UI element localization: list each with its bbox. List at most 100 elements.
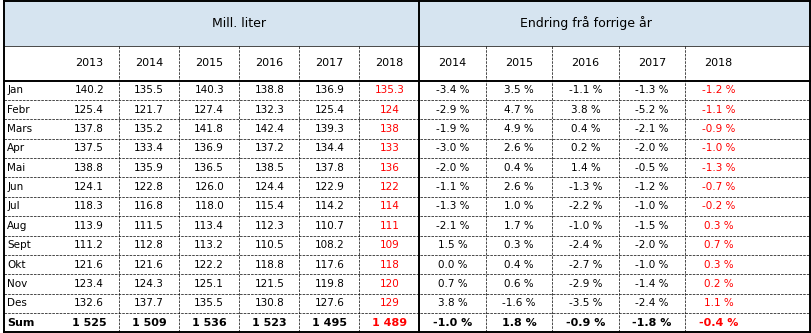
Text: 122.9: 122.9	[315, 182, 344, 192]
Text: -1.8 %: -1.8 %	[633, 318, 672, 328]
Text: 137.5: 137.5	[75, 144, 104, 154]
Text: 2015: 2015	[195, 58, 223, 68]
Text: 125.1: 125.1	[195, 279, 224, 289]
Text: -2.9 %: -2.9 %	[436, 105, 470, 115]
Text: 0.4 %: 0.4 %	[571, 124, 600, 134]
Text: Okt: Okt	[7, 259, 26, 269]
Text: 135.5: 135.5	[135, 85, 164, 95]
Text: 2.6 %: 2.6 %	[504, 144, 534, 154]
Text: 135.2: 135.2	[135, 124, 164, 134]
Text: 137.7: 137.7	[135, 298, 164, 308]
Text: -1.2 %: -1.2 %	[702, 85, 736, 95]
Text: 127.6: 127.6	[315, 298, 344, 308]
Text: 136.5: 136.5	[195, 163, 224, 173]
Text: 138.8: 138.8	[255, 85, 284, 95]
Text: 0.2 %: 0.2 %	[571, 144, 600, 154]
Text: 132.6: 132.6	[75, 298, 104, 308]
Text: 1 523: 1 523	[252, 318, 286, 328]
Text: 118.8: 118.8	[255, 259, 284, 269]
Text: 1 495: 1 495	[311, 318, 347, 328]
Text: 2014: 2014	[135, 58, 163, 68]
Text: Mill. liter: Mill. liter	[212, 17, 266, 30]
Bar	[419, 1, 810, 46]
Text: 112.8: 112.8	[135, 240, 164, 250]
Text: Febr: Febr	[7, 105, 30, 115]
Text: 124.1: 124.1	[75, 182, 104, 192]
Text: 111.5: 111.5	[135, 221, 164, 231]
Text: 130.8: 130.8	[255, 298, 284, 308]
Text: 137.8: 137.8	[315, 163, 344, 173]
Text: 0.3 %: 0.3 %	[704, 221, 733, 231]
Text: 2016: 2016	[255, 58, 283, 68]
Text: 133: 133	[380, 144, 399, 154]
Text: -2.4 %: -2.4 %	[635, 298, 669, 308]
Text: 117.6: 117.6	[315, 259, 344, 269]
Text: 129: 129	[380, 298, 399, 308]
Text: 125.4: 125.4	[75, 105, 104, 115]
Text: 127.4: 127.4	[195, 105, 224, 115]
Text: 138.8: 138.8	[75, 163, 104, 173]
Text: Aug: Aug	[7, 221, 28, 231]
Text: Nov: Nov	[7, 279, 28, 289]
Text: -1.3 %: -1.3 %	[635, 85, 669, 95]
Text: 2017: 2017	[638, 58, 666, 68]
Text: 139.3: 139.3	[315, 124, 344, 134]
Text: 1.4 %: 1.4 %	[571, 163, 600, 173]
Text: -0.7 %: -0.7 %	[702, 182, 736, 192]
Text: -0.9 %: -0.9 %	[566, 318, 605, 328]
Text: 1 525: 1 525	[72, 318, 106, 328]
Text: 0.3 %: 0.3 %	[704, 259, 733, 269]
Text: 137.8: 137.8	[75, 124, 104, 134]
Text: -1.2 %: -1.2 %	[635, 182, 669, 192]
Text: -2.4 %: -2.4 %	[569, 240, 603, 250]
Text: 2015: 2015	[505, 58, 533, 68]
Text: 0.0 %: 0.0 %	[438, 259, 467, 269]
Text: 121.6: 121.6	[75, 259, 104, 269]
Text: 1.1 %: 1.1 %	[704, 298, 733, 308]
Text: 135.5: 135.5	[195, 298, 224, 308]
Text: -1.3 %: -1.3 %	[436, 201, 470, 211]
Text: 110.5: 110.5	[255, 240, 284, 250]
Text: -1.3 %: -1.3 %	[569, 182, 603, 192]
Text: 111: 111	[380, 221, 399, 231]
Text: 123.4: 123.4	[75, 279, 104, 289]
Text: Endring frå forrige år: Endring frå forrige år	[520, 16, 651, 30]
Text: 121.5: 121.5	[255, 279, 284, 289]
Text: -1.1 %: -1.1 %	[702, 105, 736, 115]
Text: 2018: 2018	[375, 58, 403, 68]
Text: 4.9 %: 4.9 %	[504, 124, 534, 134]
Text: 140.2: 140.2	[75, 85, 104, 95]
Text: 113.9: 113.9	[75, 221, 104, 231]
Text: 124.4: 124.4	[255, 182, 284, 192]
Text: 118.0: 118.0	[195, 201, 224, 211]
Text: 0.3 %: 0.3 %	[504, 240, 534, 250]
Text: 109: 109	[380, 240, 399, 250]
Text: -2.0 %: -2.0 %	[635, 144, 669, 154]
Text: -0.9 %: -0.9 %	[702, 124, 736, 134]
Text: 134.4: 134.4	[315, 144, 344, 154]
Text: 110.7: 110.7	[315, 221, 344, 231]
Text: 116.8: 116.8	[135, 201, 164, 211]
Text: 137.2: 137.2	[255, 144, 284, 154]
Text: 138.5: 138.5	[255, 163, 284, 173]
Text: -1.4 %: -1.4 %	[635, 279, 669, 289]
Text: 3.5 %: 3.5 %	[504, 85, 534, 95]
Text: -2.7 %: -2.7 %	[569, 259, 603, 269]
Text: 1 536: 1 536	[192, 318, 226, 328]
Text: 122.2: 122.2	[195, 259, 224, 269]
Text: 113.2: 113.2	[195, 240, 224, 250]
Text: Jun: Jun	[7, 182, 24, 192]
Text: 2016: 2016	[572, 58, 599, 68]
Text: 115.4: 115.4	[255, 201, 284, 211]
Text: 136.9: 136.9	[315, 85, 344, 95]
Text: 1 489: 1 489	[371, 318, 407, 328]
Text: 120: 120	[380, 279, 399, 289]
Text: 118: 118	[380, 259, 399, 269]
Text: 142.4: 142.4	[255, 124, 284, 134]
Text: 132.3: 132.3	[255, 105, 284, 115]
Text: 1.7 %: 1.7 %	[504, 221, 534, 231]
Text: 136: 136	[380, 163, 399, 173]
Text: 135.9: 135.9	[135, 163, 164, 173]
Text: -1.6 %: -1.6 %	[502, 298, 536, 308]
Text: 3.8 %: 3.8 %	[438, 298, 467, 308]
